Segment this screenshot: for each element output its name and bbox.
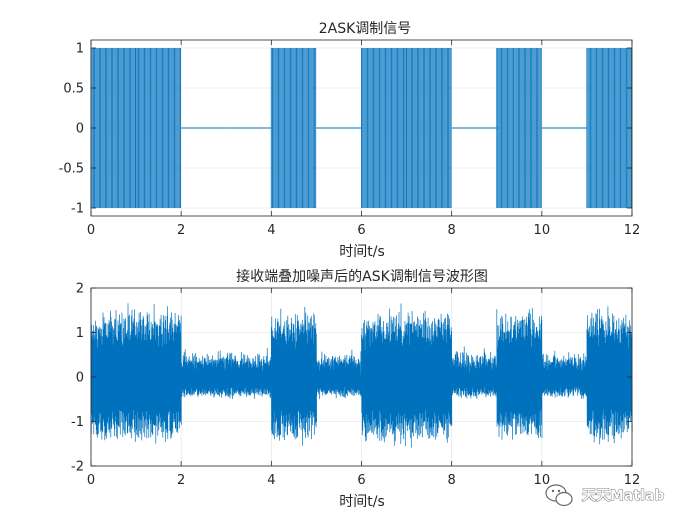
x-tick-label: 4	[267, 223, 275, 238]
x-axis-label: 时间t/s	[339, 494, 385, 510]
x-tick-label: 6	[357, 223, 365, 238]
signal-segment-3	[225, 348, 272, 400]
y-tick-label: 0	[76, 122, 84, 137]
watermark-text: 天天Matlab	[582, 488, 664, 504]
signal-segment-10	[541, 350, 588, 399]
y-tick-label: 1	[76, 42, 84, 57]
tick-labels: 0 2 4 6 8 10 12 1 0.5 0 -0.5 -1	[59, 42, 641, 239]
x-tick-label: 6	[357, 473, 365, 488]
chart-title: 接收端叠加噪声后的ASK调制信号波形图	[236, 268, 488, 285]
y-tick-label: -2	[71, 460, 84, 475]
y-tick-label: -1	[71, 415, 84, 430]
tick-marks	[90, 287, 633, 467]
signal-segment-4	[270, 306, 317, 446]
signal-segment-7	[406, 48, 452, 208]
wechat-icon	[545, 484, 573, 507]
signal-segment-8	[451, 346, 498, 399]
signal-segment-2	[180, 349, 227, 398]
y-tick-label: 0.5	[63, 82, 84, 97]
signal-segment-11	[586, 48, 632, 208]
subplot-2ask-signal: 2ASK调制信号 0 2 4 6 8 10 12 1 0.5 0 -0.5 -1 时间t/s	[59, 21, 641, 260]
signal-segment-9	[496, 48, 542, 208]
x-tick-label: 4	[267, 473, 275, 488]
y-tick-label: 2	[76, 282, 84, 297]
signal-segment-11	[586, 306, 633, 445]
x-tick-label: 2	[177, 473, 185, 488]
x-tick-label: 0	[87, 223, 95, 238]
x-tick-label: 8	[448, 223, 456, 238]
signal-segment-1	[135, 48, 181, 208]
signal-segment-9	[496, 307, 543, 440]
y-tick-label: -1	[71, 202, 84, 217]
y-tick-label: 1	[76, 326, 84, 341]
signal-segment-1	[135, 303, 182, 444]
watermark: 天天Matlab	[545, 484, 665, 507]
signal-segment-6	[361, 48, 407, 208]
signal-segment-0	[90, 303, 137, 442]
x-tick-label: 2	[177, 223, 185, 238]
signal-segment-5	[316, 349, 363, 400]
data-series	[90, 303, 633, 448]
x-tick-label: 8	[448, 473, 456, 488]
x-tick-label: 0	[87, 473, 95, 488]
chart-title: 2ASK调制信号	[319, 21, 412, 37]
x-tick-label: 10	[534, 473, 551, 488]
signal-segment-4	[270, 48, 317, 208]
x-tick-label: 10	[534, 223, 551, 238]
signal-segment-6	[361, 303, 408, 447]
y-tick-label: -0.5	[59, 162, 84, 177]
x-tick-label: 12	[624, 223, 641, 238]
signal-segment-7	[406, 310, 453, 448]
x-axis-label: 时间t/s	[339, 244, 385, 260]
tick-marks	[90, 40, 633, 216]
data-series	[90, 48, 632, 208]
x-tick-label: 12	[624, 473, 641, 488]
y-tick-label: 0	[76, 371, 84, 386]
